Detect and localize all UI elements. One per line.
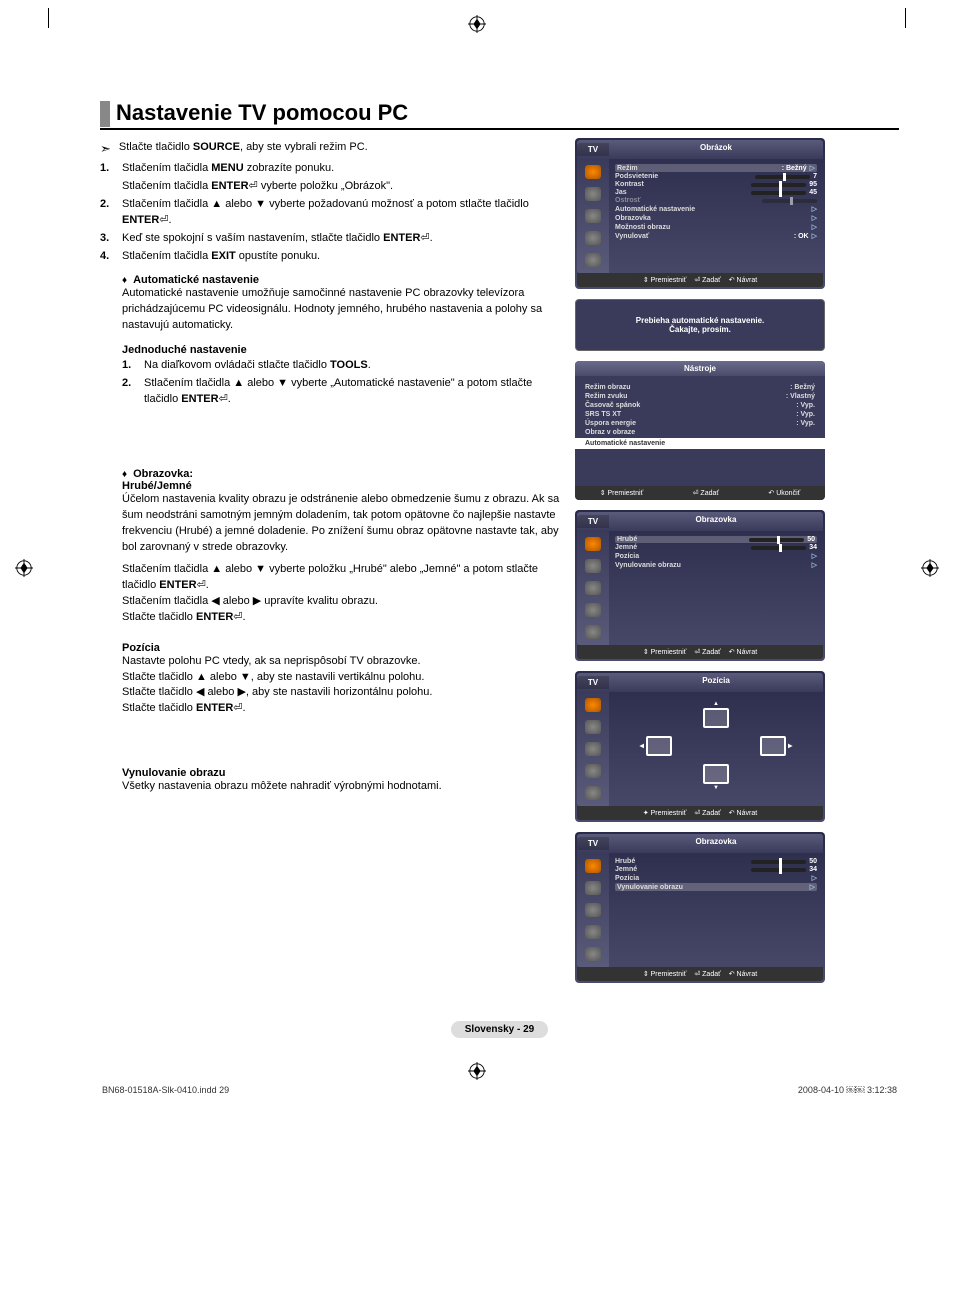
section-body: Automatické nastavenie umožňuje samočinn…	[122, 286, 560, 334]
osd-menu-item: Vynulovanie obrazu▷	[615, 883, 817, 891]
osd-panel-tools: Nástroje Režim obrazu: BežnýRežim zvuku:…	[575, 361, 825, 500]
osd-menu-item: Hrubé50	[615, 536, 817, 543]
step-number: 4.	[100, 249, 122, 265]
osd-menu-item: Hrubé50	[615, 858, 817, 865]
instruction-column: ➣Stlačte tlačidlo SOURCE, aby ste vybral…	[100, 138, 560, 983]
step-number: 1.	[100, 161, 122, 177]
tools-menu-item: Obraz v obraze	[585, 429, 815, 436]
arrow-icon: ➣	[100, 140, 111, 159]
osd-menu-item: Ostrosť	[615, 197, 817, 204]
osd-menu-item: Vynulovanie obrazu▷	[615, 561, 817, 569]
osd-column: TVObrázok Režim: Bežný▷Podsvietenie7Kont…	[575, 138, 825, 983]
osd-menu-item: Podsvietenie7	[615, 173, 817, 180]
tools-menu-item: SRS TS XT: Vyp.	[585, 411, 815, 418]
osd-menu-item: Režim: Bežný▷	[615, 164, 817, 172]
section-heading: Jednoduché nastavenie	[122, 344, 560, 356]
osd-menu-item: Kontrast95	[615, 181, 817, 188]
osd-menu-item: Jemné34	[615, 544, 817, 551]
title-accent	[100, 101, 110, 127]
osd-menu-item: Jemné34	[615, 866, 817, 873]
osd-menu-item: Vynulovať: OK▷	[615, 232, 817, 240]
tools-menu-item-selected: Automatické nastavenie	[575, 438, 825, 449]
osd-panel-pozicia: TVPozícia ✦ Premiestniť⏎ Zadať↶ Návrat	[575, 671, 825, 822]
osd-icon-rail	[577, 159, 609, 273]
tools-menu-item: Časovač spánok: Vyp.	[585, 402, 815, 409]
section-body: Účelom nastavenia kvality obrazu je odst…	[122, 492, 560, 556]
section-heading: ♦Obrazovka:	[122, 468, 560, 480]
position-up-icon	[703, 708, 729, 728]
osd-menu-item: Možnosti obrazu▷	[615, 223, 817, 231]
osd-menu-item: Automatické nastavenie▷	[615, 205, 817, 213]
position-right-icon	[760, 736, 786, 756]
tools-menu-item: Režim zvuku: Vlastný	[585, 393, 815, 400]
section-heading: ♦Automatické nastavenie	[122, 274, 560, 286]
step-number: 3.	[100, 231, 122, 247]
section-heading: Pozícia	[122, 642, 560, 654]
osd-menu-item: Pozícia▷	[615, 874, 817, 882]
section-heading: Vynulovanie obrazu	[122, 767, 560, 779]
section-body: Všetky nastavenia obrazu môžete nahradiť…	[122, 779, 560, 795]
osd-menu-item: Obrazovka▷	[615, 214, 817, 222]
tools-menu-item: Úspora energie: Vyp.	[585, 420, 815, 427]
section-sub: Hrubé/Jemné	[122, 480, 560, 492]
file-metadata: BN68-01518A-Slk-0410.indd 292008-04-10 ￼…	[100, 1085, 899, 1095]
position-down-icon	[703, 764, 729, 784]
osd-panel-obrazovka: TVObrazovka Hrubé50Jemné34Pozícia▷Vynulo…	[575, 510, 825, 661]
step-number: 2.	[100, 197, 122, 229]
position-left-icon	[646, 736, 672, 756]
page-title: Nastavenie TV pomocou PC	[116, 100, 408, 128]
osd-message: Prebieha automatické nastavenie.Čakajte,…	[575, 299, 825, 351]
page-footer: Slovensky - 29	[100, 1023, 899, 1035]
osd-panel-obrazovka-reset: TVObrazovka Hrubé50Jemné34Pozícia▷Vynulo…	[575, 832, 825, 983]
tools-menu-item: Režim obrazu: Bežný	[585, 384, 815, 391]
osd-panel-obrazok: TVObrázok Režim: Bežný▷Podsvietenie7Kont…	[575, 138, 825, 289]
osd-menu-item: Pozícia▷	[615, 552, 817, 560]
osd-menu-item: Jas45	[615, 189, 817, 196]
